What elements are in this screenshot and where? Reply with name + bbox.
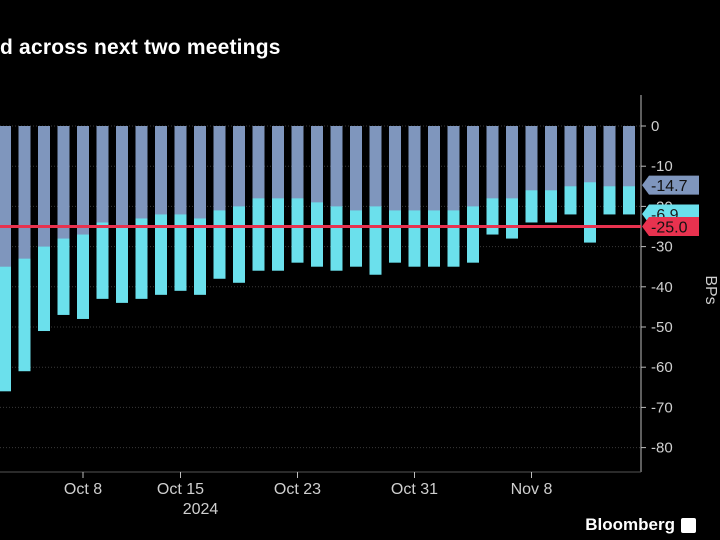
x-tick-label: Nov 8: [511, 481, 553, 498]
bar-series-1: [155, 126, 167, 215]
brand-label: Bloomberg: [585, 515, 675, 534]
bar-series-1: [57, 126, 70, 239]
y-tick-label: -50: [651, 319, 673, 336]
bar-series-1: [135, 126, 148, 219]
bar-series-1: [194, 126, 206, 219]
bar-series-1: [174, 126, 187, 215]
bar-series-1: [38, 126, 50, 247]
y-tick-label: -80: [651, 440, 673, 457]
bar-series-1: [506, 126, 518, 199]
bar-series-1: [291, 126, 304, 199]
chart-title: d across next two meetings: [0, 36, 281, 59]
bar-series-1: [18, 126, 31, 259]
bar-series-1: [389, 126, 401, 211]
end-label-series-1-tag: [642, 175, 699, 195]
bar-series-1: [116, 126, 128, 227]
end-label-series-1: -14.7: [651, 178, 688, 195]
bar-series-1: [330, 126, 343, 207]
bar-series-1: [545, 126, 557, 191]
y-tick-label: -70: [651, 399, 673, 416]
bar-series-1: [623, 126, 635, 187]
bar-series-1: [525, 126, 538, 191]
bar-series-1: [369, 126, 382, 207]
y-tick-label: -60: [651, 359, 673, 376]
x-tick-label: Oct 15: [157, 481, 204, 498]
bar-series-1: [603, 126, 616, 187]
bar-series-1: [77, 126, 89, 235]
reference-line-label-tag: [642, 217, 699, 236]
bar-series-1: [408, 126, 421, 211]
bloomberg-logo: Bloomberg: [585, 515, 696, 535]
bar-series-1: [252, 126, 265, 199]
bar-series-1: [584, 126, 596, 183]
bar-series-1: [311, 126, 323, 203]
y-tick-label: -30: [651, 239, 673, 256]
bar-series-1: [0, 126, 11, 267]
y-tick-label: -40: [651, 279, 673, 296]
x-tick-label: Oct 31: [391, 481, 438, 498]
bar-series-1: [486, 126, 499, 199]
bar-series-1: [467, 126, 479, 207]
bar-series-1: [564, 126, 577, 187]
bar-series-1: [428, 126, 440, 211]
bar-series-1: [213, 126, 226, 211]
y-tick-label: -10: [651, 158, 673, 175]
bar-series-1: [96, 126, 109, 223]
x-year-label: 2024: [183, 501, 219, 518]
brand-mark-icon: [681, 517, 696, 533]
x-tick-label: Oct 8: [64, 481, 102, 498]
bar-series-1: [350, 126, 362, 211]
bar-series-1: [233, 126, 245, 207]
bar-series-1: [272, 126, 284, 199]
reference-line-label: -25.0: [651, 220, 688, 237]
y-tick-label: 0: [651, 118, 659, 135]
y-axis-label: BPs: [702, 275, 719, 304]
bar-series-1: [447, 126, 460, 211]
x-tick-label: Oct 23: [274, 481, 321, 498]
